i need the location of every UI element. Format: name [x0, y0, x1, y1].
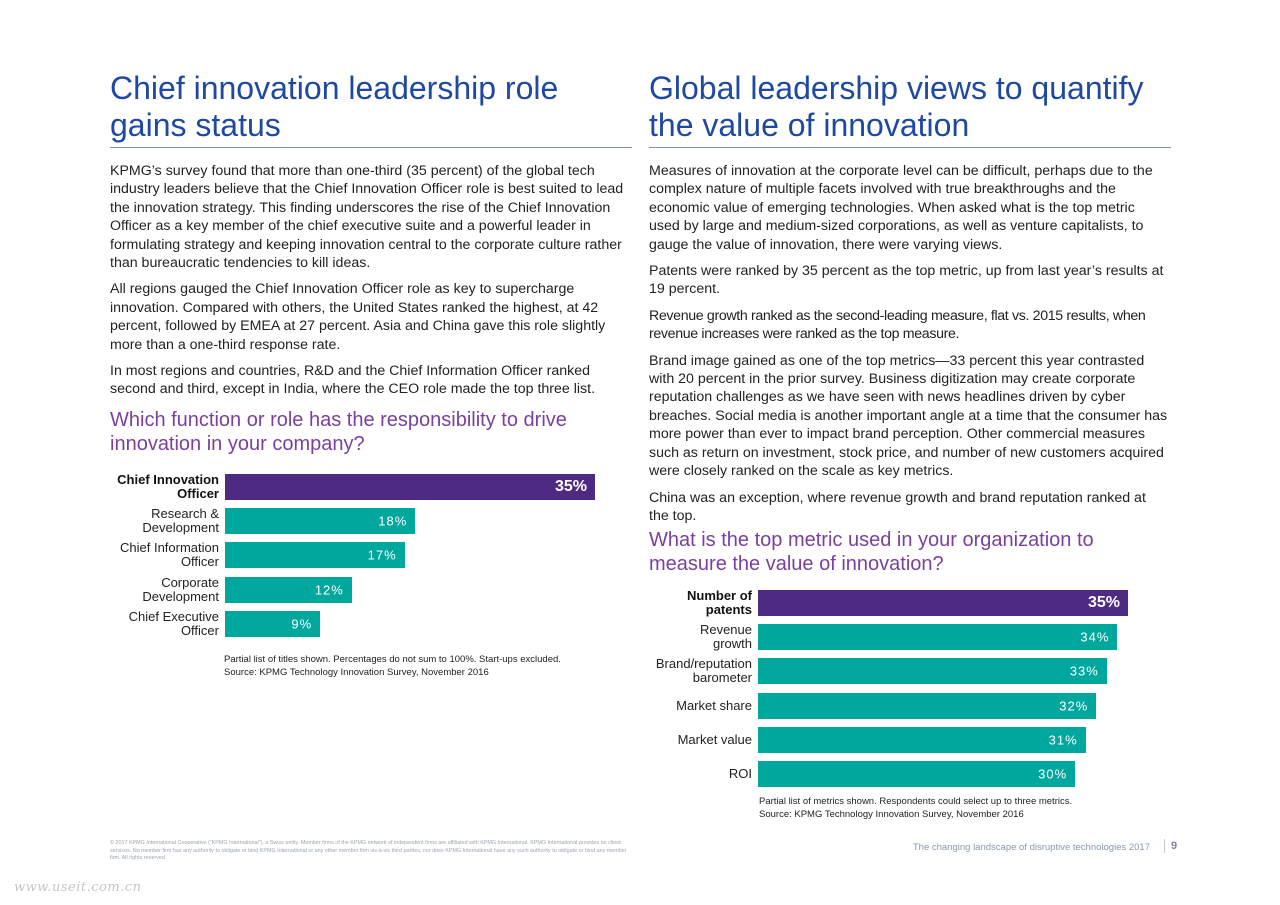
bar: 32% [758, 692, 1097, 719]
left-paragraph: In most regions and countries, R&D and t… [110, 363, 596, 398]
bar-category-label-line: Corporate [161, 574, 219, 590]
bar-value-label: 9% [291, 616, 313, 632]
right-page-title: Global leadership views to quantify the … [649, 70, 1144, 143]
bar-category-label: Brand/reputation barometer [649, 657, 752, 685]
bar-category-label-line: Brand/reputation [655, 656, 752, 672]
right-note-line: Partial list of metrics shown. Responden… [759, 796, 1073, 807]
bar-category-label: Number of patents [649, 589, 752, 617]
bar-category-label: Market value [649, 731, 752, 747]
bar-category-label: Chief Innovation Officer [110, 473, 219, 501]
page-number: 9 [1164, 839, 1177, 853]
bar-row: Brand/reputation barometer 33% [649, 657, 1128, 685]
right-chart-note: Partial list of metrics shown. Responden… [759, 796, 1072, 821]
bar-value-label: 32% [1059, 698, 1089, 714]
bar-category-label-line: Chief Information [120, 540, 219, 556]
right-paragraph: Measures of innovation at the corporate … [649, 163, 1153, 253]
right-paragraph: China was an exception, where revenue gr… [649, 489, 1146, 524]
left-body-text: KPMG’s survey found that more than one-t… [110, 162, 630, 407]
bar-category-label-line: Officer [180, 622, 219, 638]
left-paragraph: KPMG’s survey found that more than one-t… [110, 163, 624, 272]
bar-category-label: Research & Development [110, 507, 219, 535]
bar-category-label: Chief Executive Officer [110, 608, 219, 638]
bar-category-label: Revenue growth [649, 623, 752, 651]
bar-row: Chief Executive Officer 9% [110, 608, 595, 638]
bar-row: Chief Information Officer 17% [110, 541, 595, 569]
report-title-footer: The changing landscape of disruptive tec… [912, 842, 1150, 853]
bar-value-label: 35% [1087, 594, 1120, 611]
bar-value-label: 18% [378, 513, 408, 529]
left-title-rule [110, 147, 632, 148]
right-title-rule [649, 147, 1171, 148]
bar-row: Corporate Development 12% [110, 574, 595, 604]
bar-category-label-line: barometer [692, 670, 752, 686]
bar-category-label-line: Chief Executive [128, 608, 219, 624]
bar-row: Market share 32% [649, 692, 1128, 719]
bar-category-label: Chief Information Officer [110, 541, 219, 569]
bar-row: Market value 31% [649, 726, 1128, 753]
left-source-line: Source: KPMG Technology Innovation Surve… [224, 666, 489, 678]
bar-category-label: Market share [649, 697, 752, 713]
bar-row: ROI 30% [649, 761, 1128, 787]
right-chart-title: What is the top metric used in your orga… [649, 529, 1094, 575]
bar-category-label-line: Officer [177, 486, 219, 501]
right-paragraph: Brand image gained as one of the top met… [649, 352, 1168, 480]
left-page-title: Chief innovation leadership role gains s… [110, 70, 559, 143]
left-chart-title: Which function or role has the responsib… [110, 409, 567, 455]
bar: 31% [758, 726, 1086, 753]
bar-value-label: 34% [1080, 629, 1110, 645]
bar: 9% [225, 610, 321, 637]
bar: 30% [758, 761, 1076, 787]
bar-value-label: 17% [367, 547, 397, 563]
bar: 12% [225, 576, 352, 603]
bar-value-label: 12% [314, 582, 344, 598]
bar-category-label: ROI [649, 767, 752, 781]
bar-value-label: 33% [1069, 663, 1099, 679]
bar-category-label-line: Development [142, 588, 219, 604]
bar-row: Revenue growth 34% [649, 623, 1128, 651]
bar-row: Research & Development 18% [110, 507, 595, 535]
right-paragraph: Patents were ranked by 35 percent as the… [649, 263, 1164, 298]
right-source-line: Source: KPMG Technology Innovation Surve… [759, 808, 1024, 820]
bar-category-label: Corporate Development [110, 574, 219, 604]
bar-category-label-line: ROI [728, 766, 752, 781]
bar: 35% [225, 474, 595, 500]
bar-category-label-line: Officer [180, 554, 219, 570]
left-paragraph: All regions gauged the Chief Innovation … [110, 281, 606, 353]
bar-category-label-line: Development [142, 520, 219, 536]
bar-row: Number of patents 35% [649, 589, 1128, 617]
bar-value-label: 31% [1048, 732, 1078, 748]
left-chart-note: Partial list of titles shown. Percentage… [224, 654, 561, 679]
right-body-text: Measures of innovation at the corporate … [649, 162, 1169, 533]
bar-category-label-line: Market share [676, 697, 752, 713]
metric-bar-chart: Number of patents 35% Revenue growth 34% Brand… [649, 589, 1171, 790]
bar-category-label-line: patents [705, 602, 752, 617]
left-note-line: Partial list of titles shown. Percentage… [224, 654, 561, 665]
bar: 34% [758, 624, 1118, 651]
bar: 17% [225, 542, 405, 569]
bar-value-label: 35% [554, 478, 587, 495]
bar-category-label-line: Chief Innovation [117, 472, 219, 487]
bar-category-label-line: Market value [677, 731, 752, 747]
bar: 18% [225, 508, 416, 535]
bar-value-label: 30% [1038, 766, 1068, 782]
bar-row: Chief Innovation Officer 35% [110, 473, 595, 501]
bar-category-label-line: growth [712, 636, 752, 652]
bar: 33% [758, 658, 1107, 685]
legal-notice: © 2017 KPMG International Cooperative (“… [110, 840, 627, 861]
right-paragraph: Revenue growth ranked as the second-lead… [649, 307, 1146, 343]
bar-category-label-line: Number of [687, 588, 752, 603]
watermark: www.useit.com.cn [14, 880, 142, 895]
bar-category-label-line: Revenue [699, 622, 752, 638]
role-bar-chart: Chief Innovation Officer 35% Research & Deve… [110, 473, 630, 644]
bar: 35% [758, 590, 1128, 616]
bar-category-label-line: Research & [151, 506, 219, 522]
